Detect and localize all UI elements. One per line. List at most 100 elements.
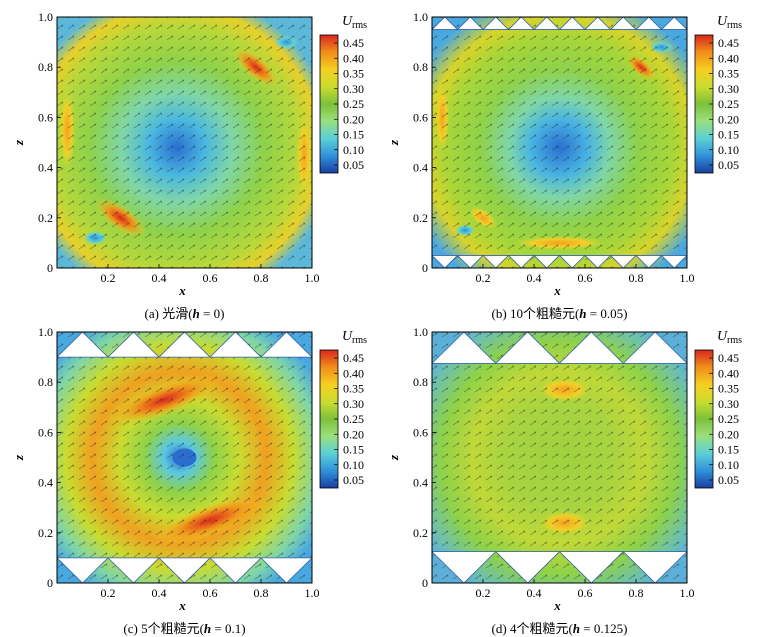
x-axis-label: x	[553, 598, 561, 613]
caption-value: = 0.05)	[586, 306, 628, 321]
x-tick-label: 0.4	[527, 271, 542, 285]
y-tick-label: 1.0	[413, 325, 428, 339]
roughness-element	[482, 255, 510, 268]
x-tick-label: 0.2	[476, 586, 491, 600]
roughness-element	[432, 255, 459, 268]
roughness-element	[622, 332, 687, 364]
plot-frame	[56, 331, 313, 584]
caption-param: h	[203, 621, 212, 636]
velocity-vectors	[432, 17, 687, 268]
colorbar-tick-label: 0.15	[343, 128, 364, 142]
roughness-element	[158, 332, 211, 358]
plot-frame	[431, 16, 688, 269]
colorbar-tick-label: 0.40	[718, 366, 739, 380]
roughness-element	[456, 17, 484, 30]
roughness-element	[107, 557, 160, 583]
colorbar-tick-label: 0.20	[718, 112, 739, 126]
y-tick-label: 0.8	[413, 375, 428, 389]
colorbar-tick-label: 0.20	[718, 427, 739, 441]
y-tick-label: 0	[422, 576, 428, 590]
velocity-vectors	[57, 332, 312, 583]
y-axis-label: z	[11, 454, 26, 461]
colorbar-tick-label: 0.45	[718, 36, 739, 50]
y-tick-label: 0.4	[38, 161, 53, 175]
caption-param: h	[572, 621, 581, 636]
y-tick-label: 0.8	[38, 60, 53, 74]
caption-text: (a) 光滑(	[144, 306, 193, 321]
colorbar-tick-label: 0.30	[718, 82, 739, 96]
roughness-element	[584, 17, 612, 30]
colorbar-tick-label: 0.20	[343, 112, 364, 126]
panel-d: 0 0.2 0.4 0.6 0.8 1.0 0.2 0.4 0.6 0.8 1.0 x z U rms 0.4…	[386, 325, 742, 613]
x-axis-label: x	[178, 283, 186, 298]
roughness-element	[584, 255, 612, 268]
velocity-field	[57, 332, 312, 583]
y-axis-label: z	[11, 139, 26, 146]
x-axis-label: x	[178, 598, 186, 613]
colorbar-tick-label: 0.15	[343, 443, 364, 457]
y-tick-label: 0.8	[38, 375, 53, 389]
caption-value: = 0.125)	[580, 621, 628, 636]
roughness-element	[635, 17, 663, 30]
roughness-element	[609, 17, 637, 30]
caption-panel-b: (b) 10个粗糙元(h = 0.05)	[432, 303, 687, 322]
roughness-element	[260, 557, 312, 583]
roughness-element	[57, 557, 109, 583]
y-tick-label: 0.2	[413, 211, 428, 225]
x-tick-label: 0.8	[629, 586, 644, 600]
roughness-element	[533, 17, 561, 30]
colorbar-tick-label: 0.05	[343, 473, 364, 487]
panel-b: 0 0.2 0.4 0.6 0.8 1.0 0.2 0.4 0.6 0.8 1.0 x z U rms 0.4…	[386, 10, 742, 298]
roughness-element	[260, 332, 312, 358]
colorbar-tick-label: 0.25	[343, 412, 364, 426]
colorbar-tick-label: 0.15	[718, 443, 739, 457]
y-tick-label: 0	[47, 576, 53, 590]
x-tick-label: 0.4	[527, 586, 542, 600]
colorbar-tick-label: 0.30	[343, 397, 364, 411]
y-tick-label: 0.6	[413, 110, 428, 124]
roughness-element	[209, 332, 262, 358]
roughness-element	[107, 332, 160, 358]
y-tick-label: 0.2	[38, 211, 53, 225]
roughness-element	[507, 255, 535, 268]
roughness-element	[558, 17, 586, 30]
colorbar-tick-label: 0.10	[343, 458, 364, 472]
colorbar-tick-label: 0.45	[718, 351, 739, 365]
colorbar-tick-label: 0.40	[343, 51, 364, 65]
velocity-field	[57, 17, 312, 268]
colorbar-tick-label: 0.40	[343, 366, 364, 380]
colorbar-tick-label: 0.35	[718, 382, 739, 396]
roughness-element	[558, 255, 586, 268]
colorbar-subscript: rms	[352, 335, 367, 346]
colorbar-title: U	[342, 329, 353, 344]
caption-value: = 0)	[199, 306, 225, 321]
y-tick-label: 1.0	[413, 10, 428, 24]
colorbar-tick-label: 0.45	[343, 351, 364, 365]
roughness-element	[533, 255, 561, 268]
roughness-element	[660, 17, 687, 30]
panel-a: 0 0.2 0.4 0.6 0.8 1.0 0.2 0.4 0.6 0.8 1.0 x z U rms 0.4…	[11, 10, 367, 298]
velocity-vectors	[57, 17, 312, 268]
caption-param: h	[192, 306, 200, 321]
colorbar-subscript: rms	[727, 20, 742, 31]
panel-c: 0 0.2 0.4 0.6 0.8 1.0 0.2 0.4 0.6 0.8 1.0 x z U rms 0.4…	[11, 325, 367, 613]
x-tick-label: 1.0	[680, 271, 695, 285]
colorbar-tick-label: 0.35	[343, 67, 364, 81]
plot-frame	[56, 16, 313, 269]
colorbar-title: U	[717, 329, 728, 344]
roughness-element	[432, 551, 497, 583]
colorbar-tick-label: 0.20	[343, 427, 364, 441]
velocity-field	[432, 17, 687, 268]
y-tick-label: 1.0	[38, 10, 53, 24]
x-tick-label: 0.4	[152, 586, 167, 600]
caption-text: (c) 5个粗糙元(	[123, 621, 204, 636]
colorbar-tick-label: 0.40	[718, 51, 739, 65]
y-tick-label: 0.8	[413, 60, 428, 74]
colorbar-tick-label: 0.05	[718, 158, 739, 172]
y-axis-label: z	[386, 139, 401, 146]
velocity-vectors	[432, 332, 687, 583]
x-tick-label: 0.6	[578, 271, 593, 285]
